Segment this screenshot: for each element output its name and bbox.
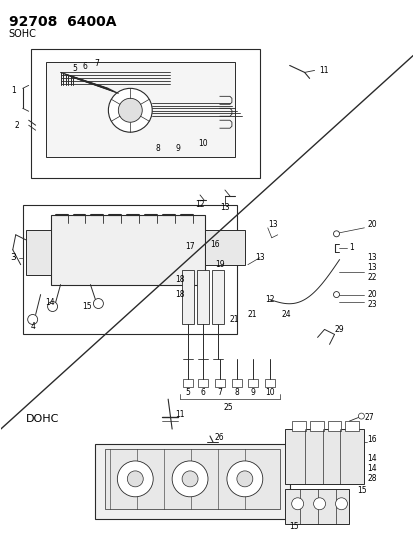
Text: 20: 20 xyxy=(366,220,376,229)
Text: 10: 10 xyxy=(264,387,274,397)
Text: 15: 15 xyxy=(82,302,92,311)
Bar xyxy=(45,62,234,157)
Text: 1: 1 xyxy=(11,86,15,95)
Text: 1: 1 xyxy=(349,243,354,252)
Text: 9: 9 xyxy=(175,143,180,152)
Circle shape xyxy=(118,98,142,122)
Bar xyxy=(344,421,358,431)
Text: 27: 27 xyxy=(363,413,373,422)
Text: 2: 2 xyxy=(15,120,19,130)
Bar xyxy=(264,379,274,387)
Bar xyxy=(327,421,341,431)
Text: 29: 29 xyxy=(334,325,343,334)
Bar xyxy=(26,230,50,274)
Bar xyxy=(23,205,236,334)
Circle shape xyxy=(47,302,57,311)
Text: 7: 7 xyxy=(217,387,222,397)
Text: 13: 13 xyxy=(219,204,229,212)
Text: 18: 18 xyxy=(175,290,184,299)
Text: 16: 16 xyxy=(209,240,219,249)
Bar xyxy=(182,270,194,325)
Text: 12: 12 xyxy=(264,295,274,304)
Text: 10: 10 xyxy=(197,139,207,148)
Text: 12: 12 xyxy=(195,200,204,209)
Bar xyxy=(247,379,257,387)
Text: 25: 25 xyxy=(223,402,232,411)
Text: 19: 19 xyxy=(214,260,224,269)
Circle shape xyxy=(28,314,38,325)
Text: 15: 15 xyxy=(289,522,299,531)
Circle shape xyxy=(236,471,252,487)
Text: 7: 7 xyxy=(94,59,99,68)
Circle shape xyxy=(108,88,152,132)
Circle shape xyxy=(333,292,339,297)
Text: 92708  6400A: 92708 6400A xyxy=(9,14,116,29)
Text: 26: 26 xyxy=(214,432,224,441)
Circle shape xyxy=(291,498,303,510)
Circle shape xyxy=(358,413,363,419)
Text: 4: 4 xyxy=(31,322,36,331)
Text: 6: 6 xyxy=(82,62,87,71)
Circle shape xyxy=(127,471,143,487)
Text: 8: 8 xyxy=(234,387,239,397)
Text: SOHC: SOHC xyxy=(9,29,36,38)
Bar xyxy=(204,230,244,265)
Text: 13: 13 xyxy=(267,220,277,229)
Text: 14: 14 xyxy=(45,298,55,307)
Bar xyxy=(183,379,192,387)
Circle shape xyxy=(333,231,339,237)
Bar xyxy=(309,421,323,431)
Bar xyxy=(105,449,279,508)
Text: 14: 14 xyxy=(366,455,376,463)
Text: 13: 13 xyxy=(254,253,264,262)
Bar xyxy=(31,49,259,178)
Bar xyxy=(197,379,207,387)
Text: 5: 5 xyxy=(72,64,77,73)
Text: 11: 11 xyxy=(175,409,184,418)
Circle shape xyxy=(172,461,207,497)
Text: 5: 5 xyxy=(185,387,190,397)
Text: 28: 28 xyxy=(366,474,376,483)
Circle shape xyxy=(93,298,103,309)
Circle shape xyxy=(313,498,325,510)
Bar xyxy=(211,270,223,325)
Text: 16: 16 xyxy=(366,434,376,443)
Text: 13: 13 xyxy=(366,263,376,272)
Text: 8: 8 xyxy=(155,143,159,152)
Bar xyxy=(231,379,241,387)
Text: 21: 21 xyxy=(247,310,257,319)
Circle shape xyxy=(182,471,197,487)
Text: 6: 6 xyxy=(200,387,205,397)
Text: 20: 20 xyxy=(366,290,376,299)
Text: 22: 22 xyxy=(366,273,376,282)
Circle shape xyxy=(226,461,262,497)
Bar xyxy=(50,215,204,285)
Circle shape xyxy=(335,498,347,510)
Bar xyxy=(95,444,289,519)
Text: 11: 11 xyxy=(319,66,328,75)
Text: 15: 15 xyxy=(356,486,366,495)
Text: 24: 24 xyxy=(281,310,291,319)
Bar xyxy=(291,421,305,431)
Text: 23: 23 xyxy=(366,300,376,309)
Bar xyxy=(284,429,363,484)
Bar xyxy=(214,379,224,387)
Bar xyxy=(197,270,209,325)
Circle shape xyxy=(117,461,153,497)
Text: 18: 18 xyxy=(175,275,184,284)
Text: DOHC: DOHC xyxy=(26,414,59,424)
Bar xyxy=(284,489,349,524)
Text: 14: 14 xyxy=(366,464,376,473)
Text: 3: 3 xyxy=(11,253,17,262)
Text: 9: 9 xyxy=(250,387,255,397)
Text: 17: 17 xyxy=(185,243,194,251)
Text: 13: 13 xyxy=(366,253,376,262)
Text: 21: 21 xyxy=(229,315,239,324)
